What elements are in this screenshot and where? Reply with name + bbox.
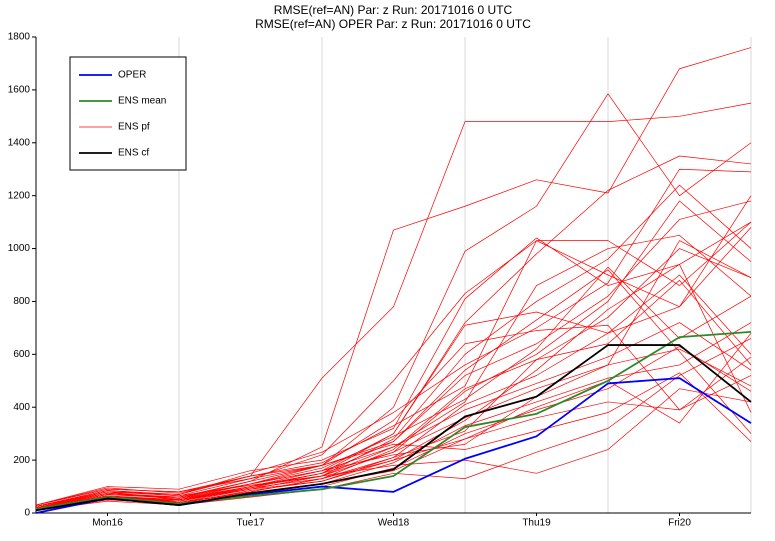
y-tick-label: 1600 xyxy=(8,85,31,96)
y-tick-label: 1400 xyxy=(8,137,31,148)
legend-label: ENS cf xyxy=(118,148,149,159)
x-tick-label: Wed18 xyxy=(378,518,410,529)
ens-member-line xyxy=(35,324,752,506)
ens-member-line xyxy=(35,184,752,511)
ens-member-line xyxy=(35,227,752,506)
ens-member-line xyxy=(35,338,752,511)
ens-member-line xyxy=(35,388,752,507)
ens-member-line xyxy=(35,168,752,507)
y-tick-label: 400 xyxy=(13,402,30,413)
ens-member-line xyxy=(35,237,752,506)
ens-member-line xyxy=(35,221,752,509)
ens-member-line xyxy=(35,279,752,510)
legend-label: ENS pf xyxy=(118,122,150,133)
ens-member-line xyxy=(35,372,752,509)
x-tick-label: Tue17 xyxy=(237,518,265,529)
y-tick-label: 1800 xyxy=(8,32,31,43)
x-tick-label: Fri20 xyxy=(668,518,691,529)
y-tick-label: 200 xyxy=(13,455,30,466)
ens-member-line xyxy=(35,322,752,509)
y-tick-label: 1200 xyxy=(8,190,31,201)
y-tick-label: 600 xyxy=(13,349,30,360)
x-tick-label: Mon16 xyxy=(92,518,123,529)
ens-member-line xyxy=(35,234,752,507)
ens-member-line xyxy=(35,240,752,509)
ens-member-line xyxy=(35,322,752,510)
ens-member-line xyxy=(35,356,752,510)
y-tick-label: 0 xyxy=(24,508,30,519)
series-line xyxy=(35,344,752,512)
ens-member-line xyxy=(35,102,752,507)
chart-subtitle: RMSE(ref=AN) OPER Par: z Run: 20171016 0… xyxy=(255,17,531,31)
x-tick-label: Thu19 xyxy=(522,518,551,529)
ens-member-line xyxy=(35,195,752,510)
ens-member-line xyxy=(35,269,752,509)
y-tick-label: 1000 xyxy=(8,243,31,254)
ens-member-line xyxy=(35,200,752,510)
y-tick-label: 800 xyxy=(13,296,30,307)
ens-member-line xyxy=(35,47,752,509)
series-line xyxy=(35,330,752,510)
chart-title: RMSE(ref=AN) Par: z Run: 20171016 0 UTC xyxy=(274,3,513,17)
legend-label: OPER xyxy=(118,70,146,81)
legend-label: ENS mean xyxy=(118,96,166,107)
